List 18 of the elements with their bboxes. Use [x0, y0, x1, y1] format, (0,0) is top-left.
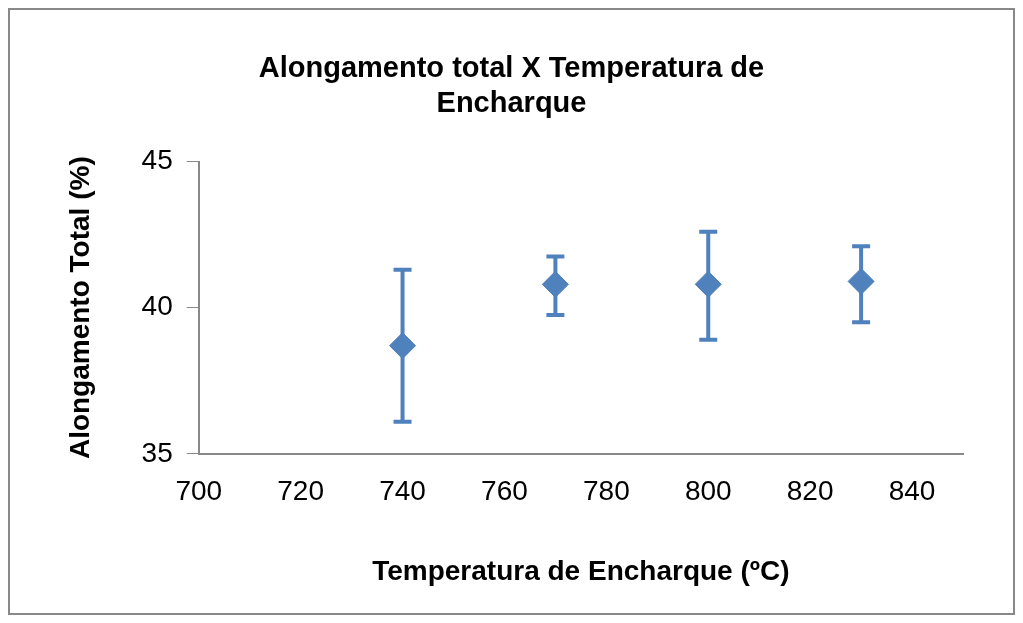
x-tick-label: 820 — [786, 475, 834, 507]
x-tick-label: 700 — [175, 475, 223, 507]
point — [389, 332, 417, 360]
x-tick-label: 740 — [379, 475, 426, 507]
chart-title: Alongamento total X Temperatura de Encharque — [258, 51, 765, 119]
x-tick-label: 720 — [277, 475, 324, 507]
y-axis-title: Alongamento Total (%) — [63, 156, 95, 460]
x-axis-title: Temperatura de Encharque (ºC) — [372, 554, 790, 586]
point — [694, 270, 722, 298]
y-tick-label: 35 — [141, 436, 173, 468]
y-tick-label: 45 — [141, 144, 173, 176]
x-tick-label: 780 — [582, 475, 630, 507]
x-tick-label: 800 — [684, 475, 732, 507]
point — [541, 270, 569, 298]
x-tick-label: 840 — [888, 475, 936, 507]
y-tick-label: 40 — [141, 290, 173, 322]
x-tick-label: 760 — [481, 475, 528, 507]
point — [847, 267, 875, 295]
